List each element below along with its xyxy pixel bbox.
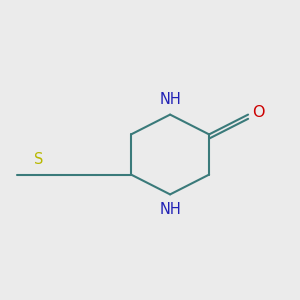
Text: O: O [252,105,264,120]
Text: NH: NH [159,202,181,217]
Text: NH: NH [159,92,181,107]
Text: S: S [34,152,44,167]
